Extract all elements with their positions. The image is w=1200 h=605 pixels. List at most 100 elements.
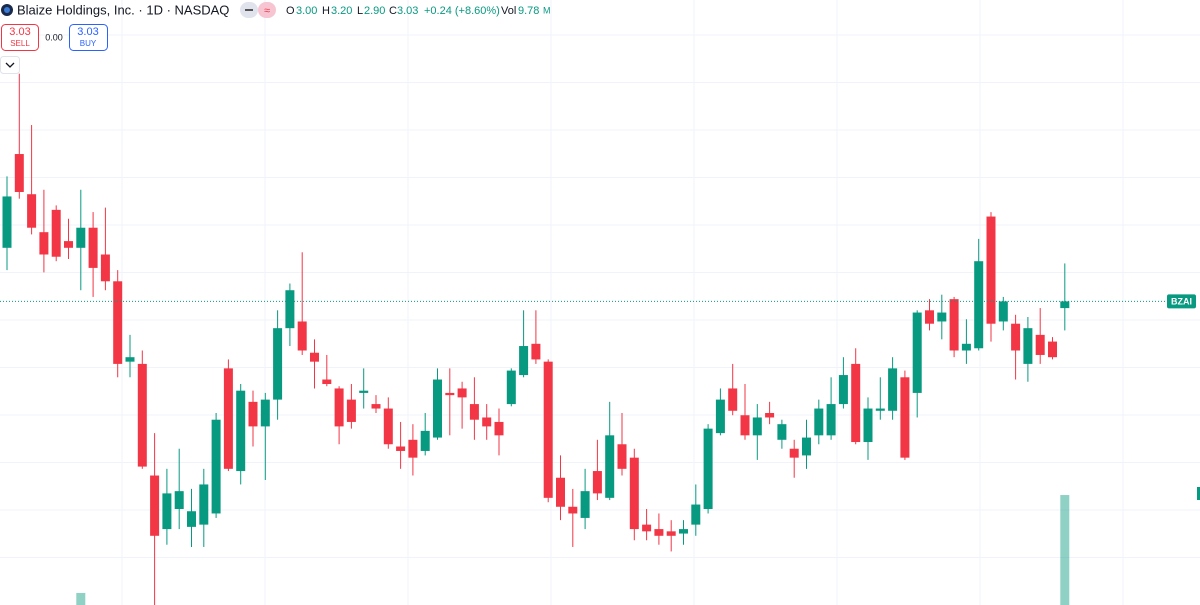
candle-body xyxy=(14,154,24,192)
candle-body xyxy=(297,321,307,351)
candle-body xyxy=(691,504,701,525)
candle-body xyxy=(27,194,37,228)
candle-body xyxy=(396,446,406,451)
candle-body xyxy=(187,511,196,527)
candle-body xyxy=(605,435,615,498)
candle-body xyxy=(998,301,1008,322)
icon xyxy=(245,9,253,11)
candle-body xyxy=(752,417,762,436)
ohlc-letter: H xyxy=(322,5,330,17)
buy-button[interactable] xyxy=(69,24,108,51)
candle-body xyxy=(900,377,910,458)
candle-body xyxy=(125,357,135,362)
sell-button[interactable] xyxy=(1,24,39,51)
candle-body xyxy=(556,477,565,507)
candle-body xyxy=(617,444,627,469)
candle-body xyxy=(519,346,529,376)
ohlc-letter: O xyxy=(286,5,295,17)
candle-body xyxy=(728,388,738,411)
candle-body xyxy=(199,484,209,525)
candle-body xyxy=(285,290,295,329)
candle-body xyxy=(531,343,541,360)
candle-body xyxy=(408,439,418,458)
candle-body xyxy=(765,413,775,418)
candle-body xyxy=(592,471,602,494)
sell-label: SELL xyxy=(10,39,30,48)
ohlc-value: 3.20 xyxy=(331,5,352,17)
candle-body xyxy=(912,312,922,393)
volume-value: 9.78 xyxy=(518,5,539,17)
ohlc-value: 3.00 xyxy=(296,5,317,17)
candle-body xyxy=(346,399,356,422)
candle-body xyxy=(777,424,787,440)
candle-body xyxy=(64,241,73,248)
candle-body xyxy=(851,363,861,443)
volume-unit: M xyxy=(543,5,551,15)
candle-body xyxy=(51,209,61,257)
volume-bar xyxy=(76,592,86,605)
candle-body xyxy=(359,390,369,393)
candle-body xyxy=(679,529,688,534)
candle-body xyxy=(236,390,246,472)
candle-body xyxy=(248,401,258,427)
candle-body xyxy=(1011,323,1021,351)
candle-body xyxy=(1060,301,1070,309)
ohlc-value: 2.90 xyxy=(364,5,385,17)
candle-body xyxy=(986,216,996,324)
candle-body xyxy=(174,491,184,510)
candle-body xyxy=(445,392,455,396)
candle-body xyxy=(949,299,959,351)
buy-price: 3.03 xyxy=(77,26,98,38)
compare-toggle[interactable] xyxy=(258,2,276,18)
candle-body xyxy=(334,388,344,427)
candle-body xyxy=(1035,334,1045,355)
candle-body xyxy=(39,232,49,255)
candle-body xyxy=(863,408,873,443)
candle-body xyxy=(162,493,172,530)
candle-body xyxy=(740,415,750,436)
scale-marker xyxy=(1197,487,1200,500)
ohlc-value: 3.03 xyxy=(397,5,418,17)
collapse-button[interactable] xyxy=(0,56,20,74)
candle-body xyxy=(457,388,467,398)
candle-body xyxy=(494,421,504,436)
candle-body xyxy=(137,363,147,467)
volume-bar xyxy=(1060,495,1070,605)
price-line-label: BZAI xyxy=(1171,296,1192,306)
symbol-title: Blaize Holdings, Inc. · 1D · NASDAQ xyxy=(17,2,229,17)
candle-body xyxy=(802,437,811,456)
candle-body xyxy=(888,368,898,411)
plot: BZAI xyxy=(0,73,1196,605)
icon: ≈ xyxy=(264,5,270,17)
buy-label: BUY xyxy=(80,39,97,48)
candle-body xyxy=(703,428,713,510)
candle-body xyxy=(654,529,664,536)
candle-body xyxy=(100,254,110,282)
candle-body xyxy=(715,399,725,434)
candle-body xyxy=(113,281,123,364)
candle-body xyxy=(666,531,676,536)
candle-body xyxy=(974,261,984,349)
candle-body xyxy=(211,419,221,514)
candle-body xyxy=(273,328,283,400)
sell-price: 3.03 xyxy=(9,26,30,38)
candle-body xyxy=(838,375,848,405)
logo-inner xyxy=(4,7,10,13)
candle-body xyxy=(76,227,86,248)
candle-body xyxy=(150,475,160,536)
change: +0.24 (+8.60%) xyxy=(424,5,500,17)
price-line-badge xyxy=(1167,294,1196,309)
candle-body xyxy=(642,524,652,532)
candle-body xyxy=(937,312,947,322)
candle-body xyxy=(223,368,233,469)
candle-body xyxy=(469,404,479,420)
ohlc-letter: L xyxy=(357,5,363,17)
candle-body xyxy=(1048,341,1057,358)
candle-body xyxy=(260,399,270,427)
spread: 0.00 xyxy=(45,32,63,42)
candle-body xyxy=(2,196,12,248)
candle-body xyxy=(433,379,442,438)
